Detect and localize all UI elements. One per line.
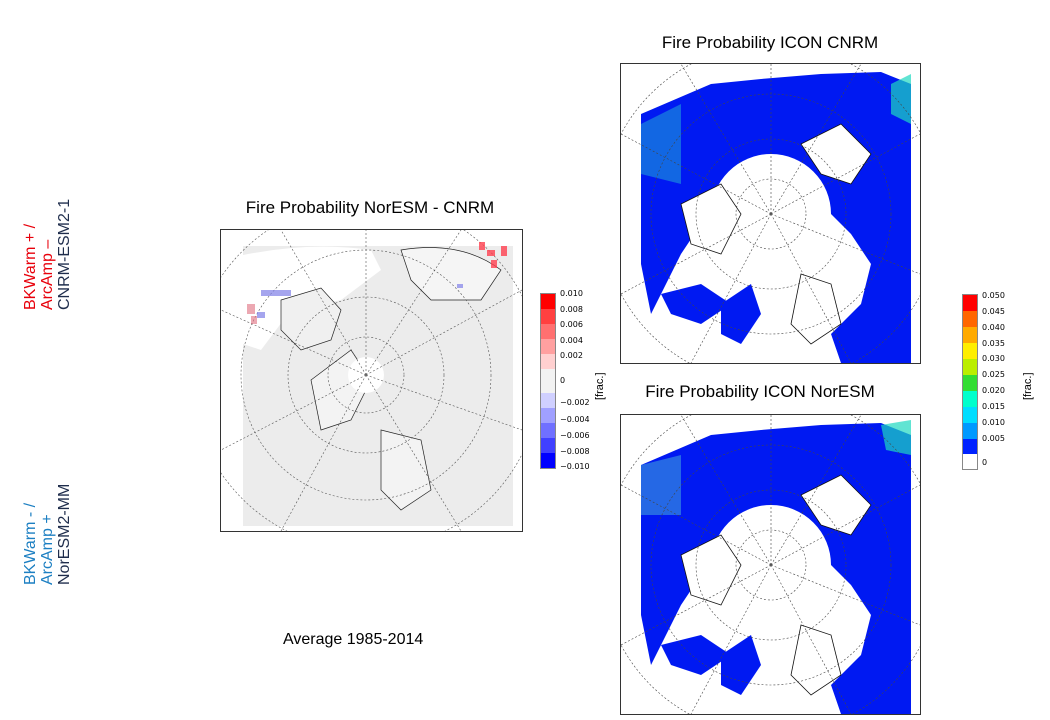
fire-tick-8: 0.010 bbox=[982, 418, 1005, 427]
diff-cb-cell-10 bbox=[541, 438, 555, 453]
fire-tick-5: 0.025 bbox=[982, 370, 1005, 379]
fire-cb-cell-3 bbox=[963, 343, 977, 359]
fire-tick-4: 0.030 bbox=[982, 354, 1005, 363]
cnrm-map-title: Fire Probability ICON CNRM bbox=[661, 33, 879, 52]
diff-cb-cell-7 bbox=[541, 393, 555, 408]
fire-cb-cell-10 bbox=[963, 454, 977, 469]
diff-colorbar bbox=[540, 293, 556, 469]
fire-colorbar bbox=[962, 294, 978, 470]
fire-tick-9: 0.005 bbox=[982, 434, 1005, 443]
diff-cb-cell-6 bbox=[541, 381, 555, 393]
fire-cb-cell-2 bbox=[963, 327, 977, 343]
diff-tick-5: 0 bbox=[560, 376, 566, 385]
diff-cb-cell-2 bbox=[541, 324, 555, 339]
diff-map-title: Fire Probability NorESM - CNRM bbox=[245, 198, 495, 217]
fire-cb-cell-0 bbox=[963, 295, 977, 311]
diff-cb-cell-0 bbox=[541, 294, 555, 309]
diff-tick-3: 0.004 bbox=[560, 336, 583, 345]
fire-tick-10: 0 bbox=[982, 458, 988, 467]
cnrm-map-graphic bbox=[621, 64, 920, 363]
label-bkwarm-minus: BKWarm - / ArcAmp + NorESM2-MM bbox=[22, 483, 73, 585]
fire-tick-0: 0.050 bbox=[982, 291, 1005, 300]
diff-tick-10: −0.010 bbox=[560, 462, 590, 471]
diff-tick-6: −0.002 bbox=[560, 398, 590, 407]
diff-map-graphic bbox=[221, 230, 522, 531]
diff-cb-cell-9 bbox=[541, 423, 555, 438]
fire-cb-cell-6 bbox=[963, 391, 977, 407]
diff-cb-cell-3 bbox=[541, 339, 555, 354]
average-period-caption: Average 1985-2014 bbox=[283, 631, 424, 648]
label-bkwarm-plus: BKWarm + / ArcAmp – CNRM-ESM2-1 bbox=[22, 198, 73, 310]
diff-tick-7: −0.004 bbox=[560, 415, 590, 424]
diff-cb-cell-5 bbox=[541, 369, 555, 381]
diff-cb-cell-1 bbox=[541, 309, 555, 324]
fire-tick-7: 0.015 bbox=[982, 402, 1005, 411]
fire-cb-cell-8 bbox=[963, 423, 977, 439]
fire-tick-3: 0.035 bbox=[982, 339, 1005, 348]
label-arcamp-plus: ArcAmp + bbox=[39, 514, 56, 585]
fire-cb-cell-4 bbox=[963, 359, 977, 375]
fire-tick-2: 0.040 bbox=[982, 323, 1005, 332]
diff-cb-cell-4 bbox=[541, 354, 555, 369]
fire-cb-cell-9 bbox=[963, 439, 977, 454]
diff-tick-0: 0.010 bbox=[560, 289, 583, 298]
fire-tick-1: 0.045 bbox=[982, 307, 1005, 316]
noresm-map-title: Fire Probability ICON NorESM bbox=[645, 382, 875, 401]
diff-tick-2: 0.006 bbox=[560, 320, 583, 329]
noresm-map bbox=[620, 414, 921, 715]
diff-cb-cell-11 bbox=[541, 453, 555, 468]
fire-unit-label: [frac.] bbox=[1022, 372, 1034, 400]
diff-tick-4: 0.002 bbox=[560, 351, 583, 360]
diff-tick-9: −0.008 bbox=[560, 447, 590, 456]
label-model-cnrm: CNRM-ESM2-1 bbox=[56, 198, 73, 310]
noresm-map-graphic bbox=[621, 415, 920, 714]
diff-tick-1: 0.008 bbox=[560, 305, 583, 314]
diff-unit-label: [frac.] bbox=[594, 372, 606, 400]
fire-cb-cell-1 bbox=[963, 311, 977, 327]
label-arcamp-minus: ArcAmp – bbox=[39, 239, 56, 310]
fire-cb-cell-7 bbox=[963, 407, 977, 423]
cnrm-map bbox=[620, 63, 921, 364]
diff-map bbox=[220, 229, 523, 532]
diff-cb-cell-8 bbox=[541, 408, 555, 423]
fire-cb-cell-5 bbox=[963, 375, 977, 391]
label-model-noresm: NorESM2-MM bbox=[56, 483, 73, 585]
diff-tick-8: −0.006 bbox=[560, 431, 590, 440]
fire-tick-6: 0.020 bbox=[982, 386, 1005, 395]
